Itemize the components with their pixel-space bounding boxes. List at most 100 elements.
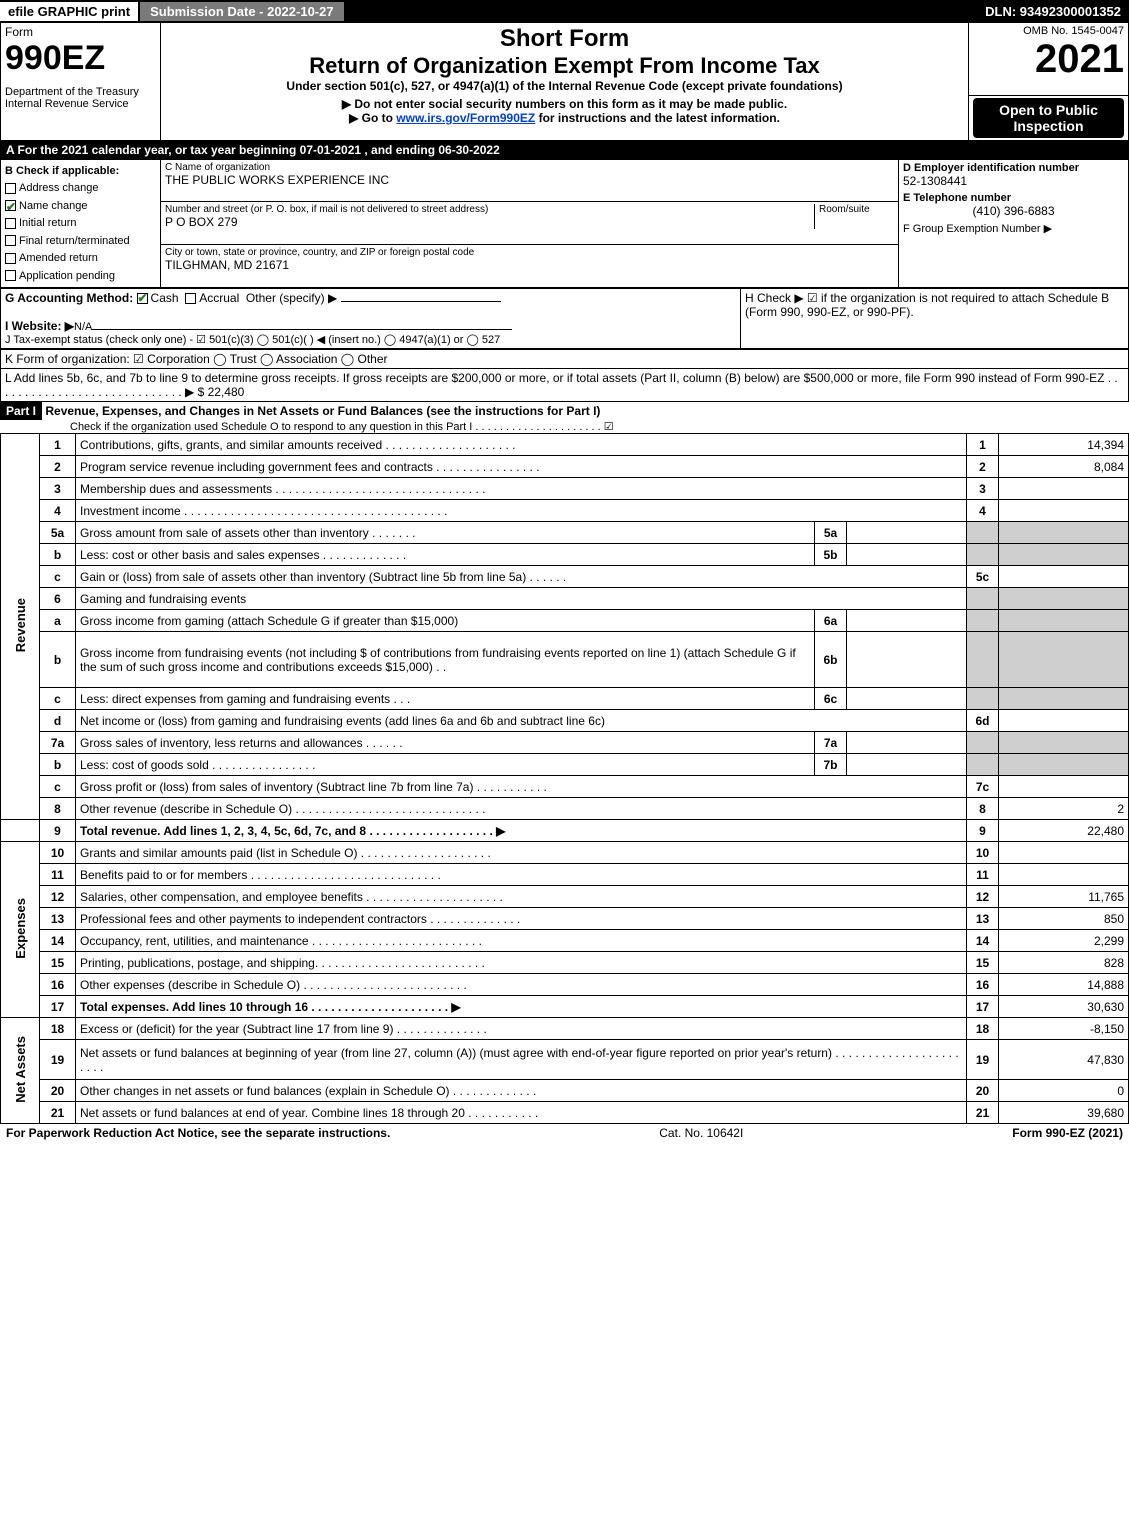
line-3-box: 3 [967, 478, 999, 500]
line-1-amt: 14,394 [999, 434, 1129, 456]
line-6d-num: d [40, 710, 76, 732]
section-b: B Check if applicable: Address change Na… [1, 159, 161, 288]
line-6c-subamt [847, 688, 967, 710]
footer-mid: Cat. No. 10642I [659, 1126, 743, 1140]
line-5a-num: 5a [40, 522, 76, 544]
line-5c-box: 5c [967, 566, 999, 588]
line-13-desc: Professional fees and other payments to … [76, 908, 967, 930]
e-label: E Telephone number [903, 192, 1124, 204]
line-12-amt: 11,765 [999, 886, 1129, 908]
ein-value: 52-1308441 [903, 174, 1124, 188]
note-goto: ▶ Go to www.irs.gov/Form990EZ for instru… [165, 111, 964, 125]
efile-label: efile GRAPHIC print [0, 2, 138, 21]
line-6b-desc: Gross income from fundraising events (no… [76, 632, 815, 688]
line-14-amt: 2,299 [999, 930, 1129, 952]
line-11-box: 11 [967, 864, 999, 886]
line-6b-subamt [847, 632, 967, 688]
line-1-num: 1 [40, 434, 76, 456]
page-footer: For Paperwork Reduction Act Notice, see … [0, 1124, 1129, 1142]
line-9-desc: Total revenue. Add lines 1, 2, 3, 4, 5c,… [76, 820, 967, 842]
line-10-num: 10 [40, 842, 76, 864]
line-7c-desc: Gross profit or (loss) from sales of inv… [76, 776, 967, 798]
line-20-box: 20 [967, 1080, 999, 1102]
line-5a-subbox: 5a [815, 522, 847, 544]
line-15-desc: Printing, publications, postage, and shi… [76, 952, 967, 974]
line-11-num: 11 [40, 864, 76, 886]
line-13-box: 13 [967, 908, 999, 930]
cb-cash[interactable] [137, 293, 148, 304]
line-6c-subbox: 6c [815, 688, 847, 710]
line-7b-shade1 [967, 754, 999, 776]
line-7b-num: b [40, 754, 76, 776]
line-18-desc: Excess or (deficit) for the year (Subtra… [76, 1018, 967, 1040]
line-6d-amt [999, 710, 1129, 732]
sidebar-expenses: Expenses [1, 842, 40, 1018]
cb-final-return-label: Final return/terminated [19, 235, 130, 247]
cb-final-return[interactable] [5, 235, 16, 246]
line-5c-num: c [40, 566, 76, 588]
line-5c-amt [999, 566, 1129, 588]
part1-header: Part I Revenue, Expenses, and Changes in… [0, 402, 1129, 433]
line-21-desc: Net assets or fund balances at end of ye… [76, 1102, 967, 1124]
line-8-amt: 2 [999, 798, 1129, 820]
cb-name-change[interactable] [5, 200, 16, 211]
line-6a-shade1 [967, 610, 999, 632]
line-7a-subamt [847, 732, 967, 754]
line-18-amt: -8,150 [999, 1018, 1129, 1040]
city-label: City or town, state or province, country… [165, 247, 894, 258]
line-18-num: 18 [40, 1018, 76, 1040]
line-7a-desc: Gross sales of inventory, less returns a… [76, 732, 815, 754]
line-6b-shade1 [967, 632, 999, 688]
footer-left: For Paperwork Reduction Act Notice, see … [6, 1126, 390, 1140]
line-7c-num: c [40, 776, 76, 798]
line-17-box: 17 [967, 996, 999, 1018]
irs-link[interactable]: www.irs.gov/Form990EZ [396, 111, 535, 125]
line-6c-num: c [40, 688, 76, 710]
phone-value: (410) 396-6883 [903, 204, 1124, 218]
tax-year: 2021 [973, 37, 1124, 82]
cb-accrual[interactable] [185, 293, 196, 304]
line-16-desc: Other expenses (describe in Schedule O) … [76, 974, 967, 996]
other-specify-line [341, 301, 501, 302]
line-21-box: 21 [967, 1102, 999, 1124]
line-3-amt [999, 478, 1129, 500]
line-19-box: 19 [967, 1040, 999, 1080]
line-6a-subbox: 6a [815, 610, 847, 632]
line-17-num: 17 [40, 996, 76, 1018]
top-bar: efile GRAPHIC print Submission Date - 20… [0, 0, 1129, 22]
sidebar-netassets: Net Assets [1, 1018, 40, 1124]
room-label: Room/suite [819, 204, 894, 215]
lines-table: Revenue 1 Contributions, gifts, grants, … [0, 433, 1129, 1124]
section-h: H Check ▶ ☑ if the organization is not r… [741, 289, 1129, 349]
subtitle: Under section 501(c), 527, or 4947(a)(1)… [165, 79, 964, 93]
cb-application-pending[interactable] [5, 270, 16, 281]
line-17-desc: Total expenses. Add lines 10 through 16 … [76, 996, 967, 1018]
form-word: Form [5, 25, 156, 39]
part1-label: Part I [0, 402, 42, 420]
website-line [92, 329, 512, 330]
line-5b-desc: Less: cost or other basis and sales expe… [76, 544, 815, 566]
section-k: K Form of organization: ☑ Corporation ◯ … [1, 350, 1129, 369]
line-5b-subbox: 5b [815, 544, 847, 566]
line-5b-subamt [847, 544, 967, 566]
sidebar-revenue: Revenue [1, 434, 40, 820]
line-16-num: 16 [40, 974, 76, 996]
section-b-label: B Check if applicable: [5, 163, 156, 180]
line-20-num: 20 [40, 1080, 76, 1102]
line-5c-desc: Gain or (loss) from sale of assets other… [76, 566, 967, 588]
cb-address-change[interactable] [5, 183, 16, 194]
line-6a-subamt [847, 610, 967, 632]
line-14-num: 14 [40, 930, 76, 952]
line-9-box: 9 [967, 820, 999, 842]
line-10-box: 10 [967, 842, 999, 864]
line-21-num: 21 [40, 1102, 76, 1124]
line-4-amt [999, 500, 1129, 522]
line-10-desc: Grants and similar amounts paid (list in… [76, 842, 967, 864]
line-7b-subamt [847, 754, 967, 776]
cb-name-change-label: Name change [19, 200, 88, 212]
line-6a-num: a [40, 610, 76, 632]
cb-initial-return[interactable] [5, 218, 16, 229]
line-6c-shade2 [999, 688, 1129, 710]
line-10-amt [999, 842, 1129, 864]
cb-amended-return[interactable] [5, 253, 16, 264]
